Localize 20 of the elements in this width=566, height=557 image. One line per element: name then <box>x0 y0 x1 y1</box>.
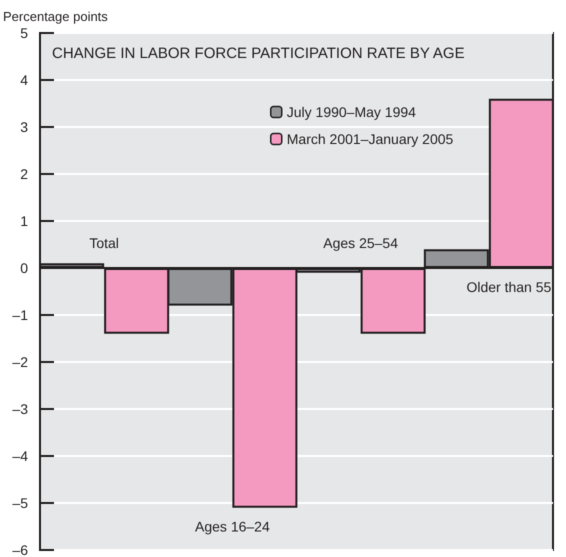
legend-label: July 1990–May 1994 <box>286 104 416 120</box>
y-tick-label: 2 <box>20 166 28 182</box>
y-tick-label: 1 <box>20 213 28 229</box>
x-tick-label: Ages 25–54 <box>323 235 398 251</box>
y-tick-label: –5 <box>12 495 28 511</box>
y-tick-label: –2 <box>12 354 28 370</box>
y-tick-label: 4 <box>20 72 28 88</box>
y-axis-title: Percentage points <box>3 9 108 24</box>
x-tick-label: Total <box>89 235 119 251</box>
text: CHANGE IN LABOR FORCE PARTICIPATION RATE BY AGE <box>52 45 465 62</box>
y-tick-label: –6 <box>12 542 28 557</box>
y-tick-label: –1 <box>12 307 28 323</box>
y-tick-label: –4 <box>12 448 28 464</box>
legend-label: March 2001–January 2005 <box>286 131 454 147</box>
x-tick-label: Ages 16–24 <box>195 518 270 535</box>
y-tick-label: 3 <box>20 119 28 135</box>
x-tick-label: Older than 55 <box>466 279 552 295</box>
y-tick-label: 5 <box>20 25 28 41</box>
y-tick-label: –3 <box>12 401 28 417</box>
y-tick-label: 0 <box>20 260 28 276</box>
